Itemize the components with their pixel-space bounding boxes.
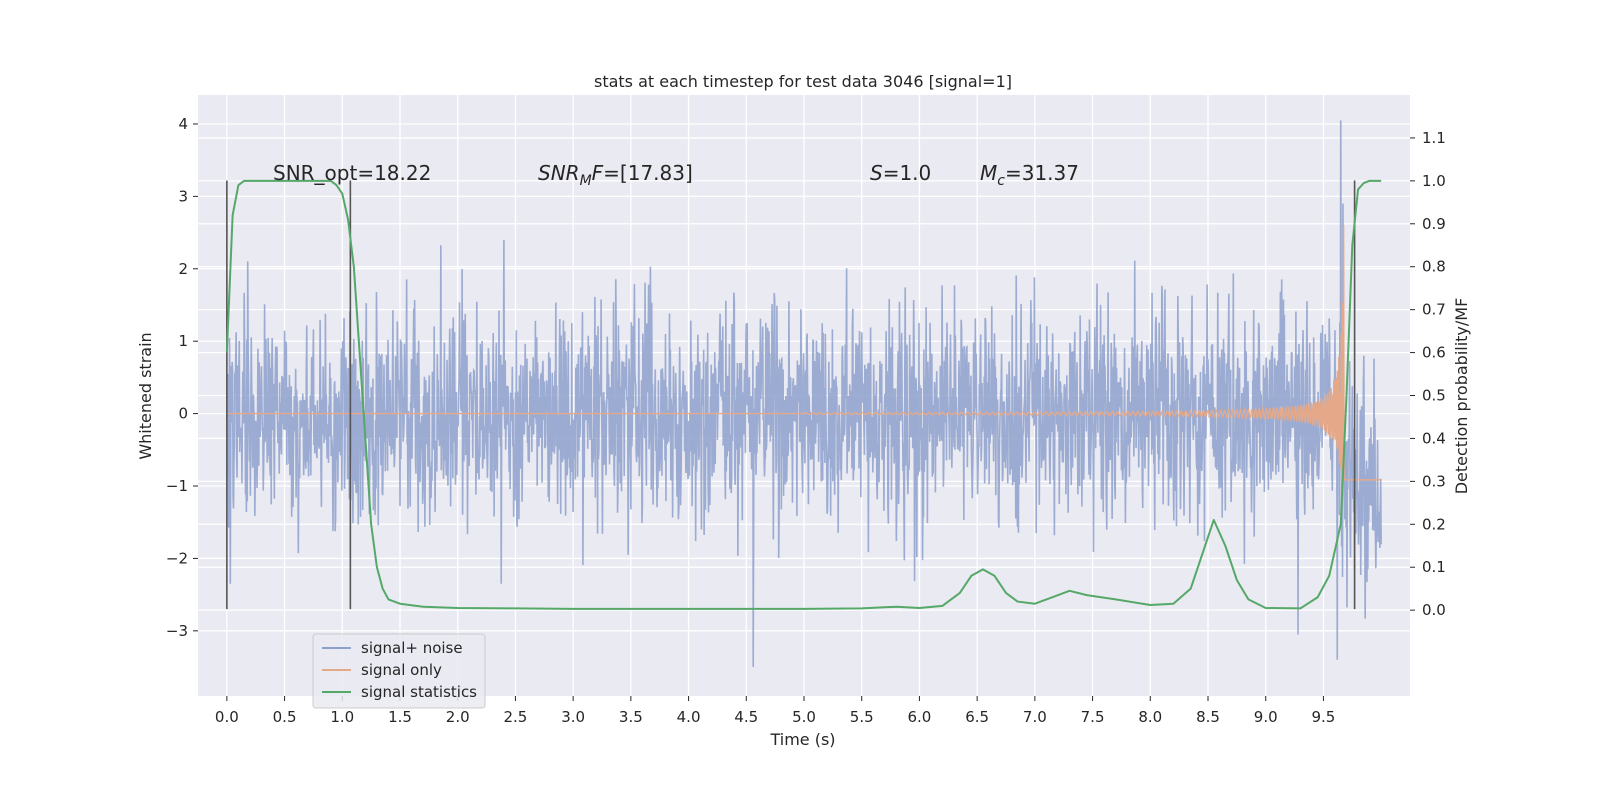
y-tick-label: 0	[178, 405, 188, 423]
series-signal-noise	[226, 120, 1382, 668]
x-tick-label: 3.0	[561, 708, 585, 726]
y-tick-label: 4	[178, 115, 188, 133]
annotation-s-symbol: S	[870, 161, 883, 185]
y-tick-label: 2	[178, 260, 188, 278]
x-tick-label: 4.5	[734, 708, 758, 726]
x-tick-label: 8.0	[1138, 708, 1162, 726]
y-axis-label: Whitened strain	[136, 332, 155, 459]
x-axis-label: Time (s)	[769, 730, 835, 749]
annotation-mc: Mc=31.37	[980, 161, 1079, 189]
y2-tick-label: 1.0	[1422, 172, 1446, 190]
annotation-snr-mf-tail: F	[592, 161, 604, 185]
y2-tick-label: 0.1	[1422, 558, 1446, 576]
x-tick-label: 5.5	[850, 708, 874, 726]
legend-label-signal-only: signal only	[361, 661, 442, 679]
x-tick-label: 6.5	[965, 708, 989, 726]
y-tick-label: −1	[166, 477, 188, 495]
annotation-mc-value: =31.37	[1005, 161, 1079, 185]
annotation-snr-opt: SNR_opt=18.22	[273, 161, 431, 185]
line-signal-statistics	[225, 179, 1382, 610]
y2-tick-label: 0.9	[1422, 215, 1446, 233]
y2-tick-label: 0.4	[1422, 429, 1446, 447]
x-tick-label: 4.0	[677, 708, 701, 726]
x-axis-ticks: 0.0 0.5 1.0 1.5 2.0 2.5 3.0 3.5 4.0 4.5 5.0 5.5 6.0 6…	[215, 696, 1335, 726]
y2-tick-label: 1.1	[1422, 129, 1446, 147]
x-tick-label: 6.0	[907, 708, 931, 726]
legend-label-signal-statistics: signal statistics	[361, 683, 477, 701]
x-tick-label: 1.5	[388, 708, 412, 726]
x-tick-label: 9.0	[1254, 708, 1278, 726]
legend: signal+ noise signal only signal statist…	[312, 633, 486, 709]
line-signal-noise	[226, 120, 1382, 668]
annotation-s: S=1.0	[870, 161, 931, 185]
legend-label-signal-noise: signal+ noise	[361, 639, 463, 657]
y2-tick-label: 0.0	[1422, 601, 1446, 619]
y2-axis-label: Detection probability/MF	[1452, 298, 1471, 495]
y-tick-label: 1	[178, 332, 188, 350]
x-tick-label: 5.0	[792, 708, 816, 726]
y2-axis-ticks: 0.0 0.1 0.2 0.3 0.4 0.5 0.6 0.7 0.8 0.9 1.0 1.1	[1410, 129, 1446, 619]
series-signal-statistics	[225, 179, 1382, 610]
x-tick-label: 3.5	[619, 708, 643, 726]
y2-tick-label: 0.6	[1422, 344, 1446, 362]
legend-box	[312, 633, 486, 709]
y-tick-label: −3	[166, 622, 188, 640]
vertical-markers	[226, 180, 1356, 610]
chart-title: stats at each timestep for test data 304…	[594, 72, 1012, 91]
annotation-snr-mf-subscript: M	[580, 173, 592, 189]
y2-tick-label: 0.7	[1422, 301, 1446, 319]
annotation-mc-subscript: c	[997, 173, 1005, 189]
x-tick-label: 7.5	[1081, 708, 1105, 726]
x-tick-label: 1.0	[330, 708, 354, 726]
y2-tick-label: 0.5	[1422, 387, 1446, 405]
annotations: SNR_opt=18.22 SNRMF=[17.83] S=1.0 Mc=31.…	[273, 161, 1079, 189]
annotation-snr-mf-value: =[17.83]	[603, 161, 693, 185]
annotation-snr-mf: SNRMF=[17.83]	[538, 161, 693, 189]
annotation-s-value: =1.0	[883, 161, 932, 185]
y2-tick-label: 0.3	[1422, 472, 1446, 490]
y2-tick-label: 0.8	[1422, 258, 1446, 276]
x-tick-label: 7.0	[1023, 708, 1047, 726]
y-axis-ticks: −3 −2 −1 0 1 2 3 4	[166, 115, 198, 640]
y-tick-label: 3	[178, 187, 188, 205]
series-signal-only	[226, 224, 1382, 514]
y-tick-label: −2	[166, 549, 188, 567]
x-tick-label: 8.5	[1196, 708, 1220, 726]
x-tick-label: 0.5	[273, 708, 297, 726]
x-tick-label: 0.0	[215, 708, 239, 726]
x-tick-label: 9.5	[1311, 708, 1335, 726]
y2-tick-label: 0.2	[1422, 515, 1446, 533]
annotation-mc-symbol: M	[980, 161, 997, 185]
line-signal-only	[226, 224, 1382, 514]
annotation-snr-mf-symbol: SNR	[538, 161, 580, 185]
x-tick-label: 2.5	[503, 708, 527, 726]
x-tick-label: 2.0	[446, 708, 470, 726]
